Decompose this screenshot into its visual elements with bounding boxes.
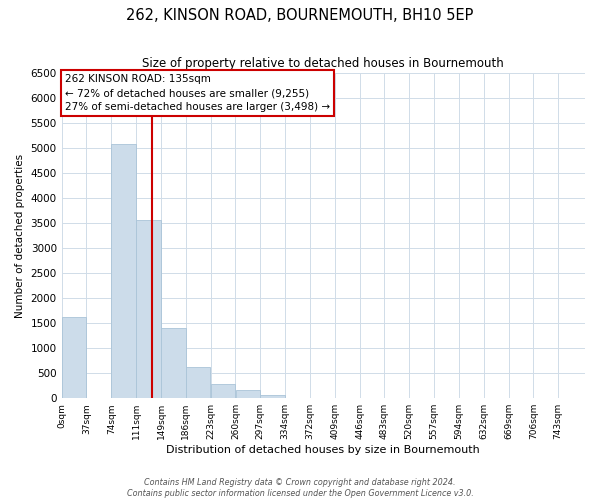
Bar xyxy=(186,367,211,398)
Text: Contains HM Land Registry data © Crown copyright and database right 2024.
Contai: Contains HM Land Registry data © Crown c… xyxy=(127,478,473,498)
Text: 262 KINSON ROAD: 135sqm
← 72% of detached houses are smaller (9,255)
27% of semi: 262 KINSON ROAD: 135sqm ← 72% of detache… xyxy=(65,74,330,112)
Bar xyxy=(62,316,86,398)
Bar xyxy=(112,144,136,398)
Bar xyxy=(136,220,161,398)
Text: 262, KINSON ROAD, BOURNEMOUTH, BH10 5EP: 262, KINSON ROAD, BOURNEMOUTH, BH10 5EP xyxy=(127,8,473,22)
Title: Size of property relative to detached houses in Bournemouth: Size of property relative to detached ho… xyxy=(142,58,504,70)
Bar xyxy=(236,390,260,398)
Bar xyxy=(211,384,235,398)
Bar xyxy=(161,328,185,398)
Y-axis label: Number of detached properties: Number of detached properties xyxy=(15,154,25,318)
X-axis label: Distribution of detached houses by size in Bournemouth: Distribution of detached houses by size … xyxy=(166,445,480,455)
Bar xyxy=(260,395,285,398)
